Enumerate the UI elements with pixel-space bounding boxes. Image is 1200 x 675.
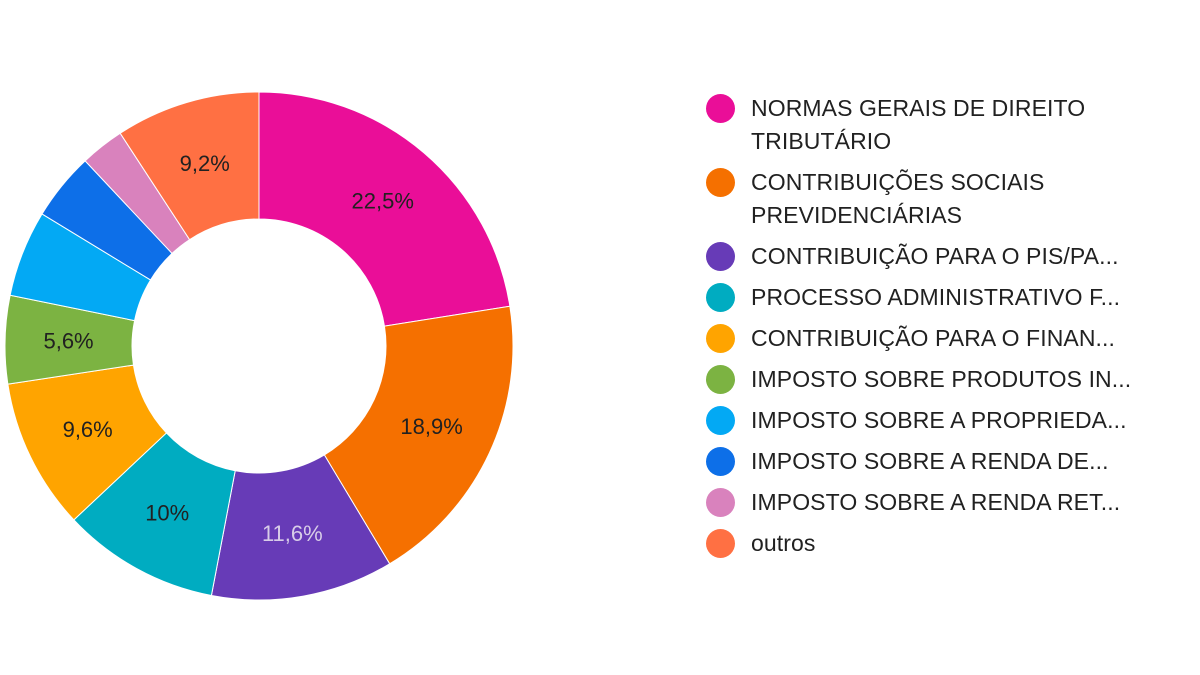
slice-data-label: 22,5% xyxy=(352,189,414,214)
legend-label: CONTRIBUIÇÕES SOCIAIS PREVIDENCIÁRIAS xyxy=(751,169,1045,228)
legend-swatch xyxy=(706,242,735,271)
legend-label: IMPOSTO SOBRE A PROPRIEDA... xyxy=(751,407,1127,433)
legend-swatch xyxy=(706,365,735,394)
legend-item[interactable]: IMPOSTO SOBRE A RENDA DE... xyxy=(706,445,1176,478)
legend-swatch xyxy=(706,488,735,517)
legend-swatch xyxy=(706,406,735,435)
legend-label: CONTRIBUIÇÃO PARA O PIS/PA... xyxy=(751,243,1119,269)
legend-swatch xyxy=(706,168,735,197)
slice-data-label: 11,6% xyxy=(262,521,323,546)
chart-legend: NORMAS GERAIS DE DIREITO TRIBUTÁRIO CONTR… xyxy=(706,92,1176,568)
slice-data-label: 18,9% xyxy=(400,414,462,439)
legend-item[interactable]: outros xyxy=(706,527,1176,560)
legend-item[interactable]: CONTRIBUIÇÃO PARA O PIS/PA... xyxy=(706,240,1176,273)
legend-item[interactable]: IMPOSTO SOBRE A RENDA RET... xyxy=(706,486,1176,519)
legend-label: IMPOSTO SOBRE A RENDA RET... xyxy=(751,489,1121,515)
legend-label: PROCESSO ADMINISTRATIVO F... xyxy=(751,284,1121,310)
slice-data-label: 10% xyxy=(145,500,189,525)
slice-data-label: 9,2% xyxy=(180,151,230,176)
legend-item[interactable]: CONTRIBUIÇÃO PARA O FINAN... xyxy=(706,322,1176,355)
pie-slice[interactable] xyxy=(119,91,260,241)
legend-swatch xyxy=(706,94,735,123)
legend-swatch xyxy=(706,529,735,558)
legend-label: CONTRIBUIÇÃO PARA O FINAN... xyxy=(751,325,1116,351)
pie-slice[interactable] xyxy=(258,91,511,327)
legend-label: IMPOSTO SOBRE A RENDA DE... xyxy=(751,448,1109,474)
legend-swatch xyxy=(706,324,735,353)
legend-item[interactable]: IMPOSTO SOBRE A PROPRIEDA... xyxy=(706,404,1176,437)
legend-item[interactable]: IMPOSTO SOBRE PRODUTOS IN... xyxy=(706,363,1176,396)
donut-chart: 22,5% 18,9% 11,6% 10% 9,6% 5,6% 9,2% xyxy=(4,91,514,601)
legend-label: outros xyxy=(751,530,816,556)
legend-item[interactable]: NORMAS GERAIS DE DIREITO TRIBUTÁRIO xyxy=(706,92,1176,158)
legend-label: NORMAS GERAIS DE DIREITO TRIBUTÁRIO xyxy=(751,95,1086,154)
legend-item[interactable]: CONTRIBUIÇÕES SOCIAIS PREVIDENCIÁRIAS xyxy=(706,166,1176,232)
pie-slice[interactable] xyxy=(323,305,514,565)
legend-item[interactable]: PROCESSO ADMINISTRATIVO F... xyxy=(706,281,1176,314)
slice-data-label: 9,6% xyxy=(63,417,113,442)
slice-data-label: 5,6% xyxy=(43,329,93,354)
legend-swatch xyxy=(706,283,735,312)
legend-swatch xyxy=(706,447,735,476)
legend-label: IMPOSTO SOBRE PRODUTOS IN... xyxy=(751,366,1132,392)
